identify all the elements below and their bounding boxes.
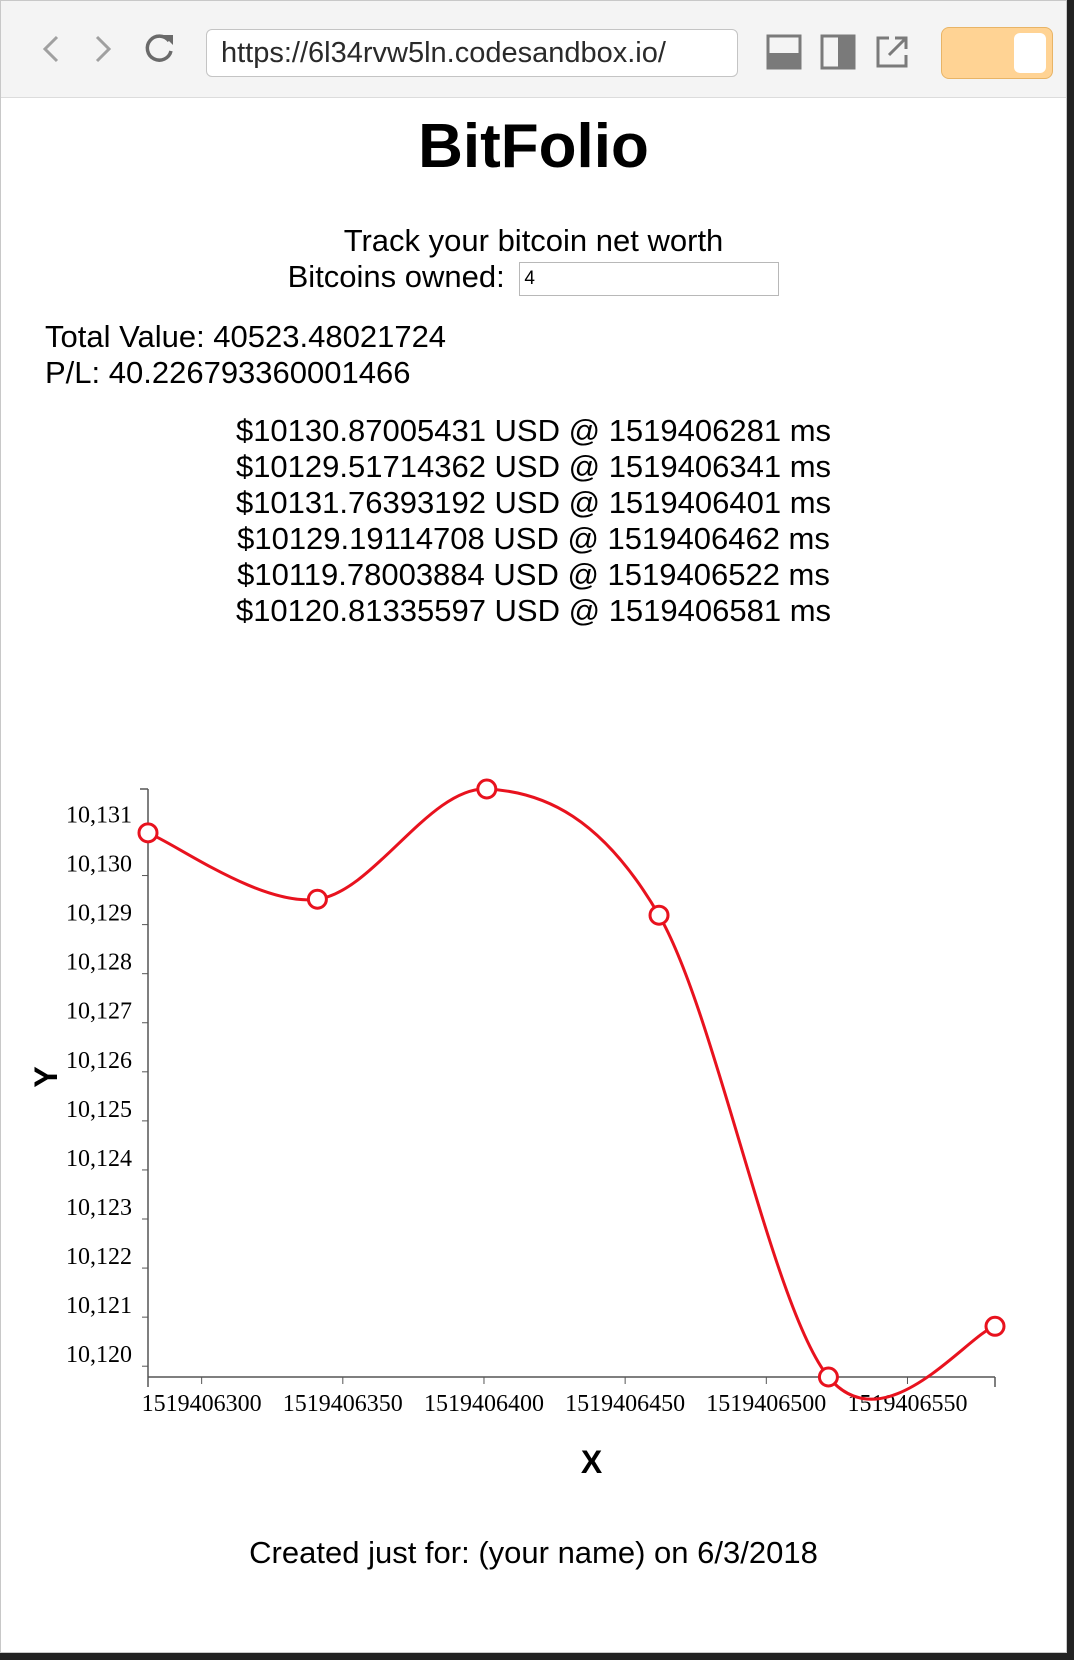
- x-tick-label: 1519406400: [424, 1391, 544, 1417]
- data-point: [984, 1315, 1006, 1337]
- browser-toolbar: https://6l34rvw5ln.codesandbox.io/: [1, 1, 1066, 98]
- y-tick-label: 10,128: [66, 950, 132, 976]
- price-line: [147, 787, 996, 1401]
- page-title: BitFolio: [418, 112, 649, 181]
- total-value: Total Value: 40523.48021724: [45, 319, 447, 354]
- url-input[interactable]: https://6l34rvw5ln.codesandbox.io/: [206, 29, 738, 77]
- x-tick-label: 1519406350: [283, 1391, 403, 1417]
- y-tick-label: 10,129: [66, 901, 132, 927]
- dock-bottom-icon: [766, 34, 802, 70]
- price-item: $10120.81335597 USD @ 1519406581 ms: [235, 593, 832, 628]
- y-tick-label: 10,131: [66, 802, 132, 828]
- data-point: [817, 1366, 839, 1388]
- x-tick-label: 1519406550: [847, 1391, 967, 1417]
- price-item: $10129.19114708 USD @ 1519406462 ms: [237, 521, 830, 556]
- price-item: $10119.78003884 USD @ 1519406522 ms: [237, 557, 830, 592]
- chevron-left-icon: [42, 35, 59, 63]
- y-tick-label: 10,130: [66, 852, 132, 878]
- bitcoins-owned-label: Bitcoins owned:: [287, 259, 505, 294]
- tagline: Track your bitcoin net worth: [343, 223, 724, 258]
- reload-icon: [145, 34, 173, 62]
- price-item: $10130.87005431 USD @ 1519406281 ms: [235, 413, 832, 448]
- y-tick-label: 10,123: [66, 1195, 132, 1221]
- data-point: [137, 822, 159, 844]
- y-tick-label: 10,121: [66, 1293, 132, 1319]
- y-tick-label: 10,127: [66, 999, 132, 1025]
- y-axis: 10,120 10,121 10,122 10,123 10,124 10,125 10,1…: [66, 788, 149, 1377]
- y-tick-label: 10,125: [66, 1097, 132, 1123]
- footer-note: Created just for: (your name) on 6/3/201…: [249, 1535, 818, 1570]
- y-tick-label: 10,124: [66, 1146, 132, 1172]
- dock-side-icon: [820, 34, 856, 70]
- y-tick-label: 10,126: [66, 1048, 132, 1074]
- price-item: $10129.51714362 USD @ 1519406341 ms: [235, 449, 832, 484]
- open-external-icon: [876, 36, 908, 68]
- dock-bottom-button[interactable]: [765, 33, 803, 71]
- x-tick-label: 1519406500: [706, 1391, 826, 1417]
- bitcoins-owned-input[interactable]: [519, 261, 780, 296]
- data-point: [306, 888, 328, 910]
- bitcoins-owned-row: Bitcoins owned:: [1, 259, 1066, 296]
- x-axis-title: X: [581, 1444, 603, 1480]
- profit-loss: P/L: 40.226793360001466: [45, 355, 411, 390]
- y-tick-label: 10,120: [66, 1342, 132, 1368]
- back-button[interactable]: [31, 29, 71, 69]
- page-content: BitFolio Track your bitcoin net worth Bi…: [1, 97, 1066, 1652]
- price-list: $10130.87005431 USD @ 1519406281 ms $101…: [1, 413, 1066, 629]
- y-tick-label: 10,122: [66, 1244, 132, 1270]
- x-axis: 1519406300 1519406350 1519406400 1519406450…: [142, 1376, 996, 1417]
- theme-toggle[interactable]: [941, 27, 1053, 79]
- x-tick-label: 1519406300: [142, 1391, 262, 1417]
- chevron-right-icon: [95, 35, 112, 63]
- price-chart: 10,120 10,121 10,122 10,123 10,124 10,125 10,1…: [28, 778, 1006, 1480]
- data-point: [648, 904, 670, 926]
- forward-button[interactable]: [83, 29, 123, 69]
- y-axis-title: Y: [28, 1066, 64, 1087]
- price-series: [137, 778, 1006, 1401]
- price-item: $10131.76393192 USD @ 1519406401 ms: [235, 485, 832, 520]
- dock-side-button[interactable]: [819, 33, 857, 71]
- stats: Total Value: 40523.48021724 P/L: 40.2267…: [45, 319, 446, 391]
- open-external-button[interactable]: [873, 33, 911, 71]
- data-point: [476, 778, 498, 800]
- reload-button[interactable]: [139, 29, 179, 69]
- x-tick-label: 1519406450: [565, 1391, 685, 1417]
- toggle-knob: [1014, 33, 1046, 73]
